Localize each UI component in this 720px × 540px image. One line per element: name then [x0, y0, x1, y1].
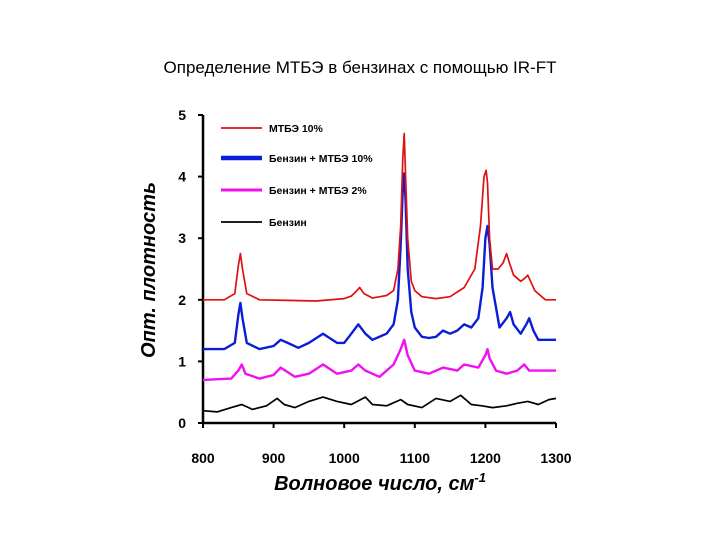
x-axis-title-sup: -1	[474, 470, 486, 485]
series-line-2	[202, 338, 556, 382]
x-axis-title-main: Волновое число, см	[274, 473, 475, 495]
y-tick-label: 1	[178, 353, 186, 369]
slide-title: Определение МТБЭ в бензинах с помощью IR…	[163, 58, 557, 77]
y-axis-title: Опт. плотность	[138, 182, 160, 358]
legend-label-3: Бензин	[269, 217, 307, 229]
x-tick-label: 900	[262, 450, 286, 466]
x-tick-label: 1000	[329, 450, 360, 466]
legend-label-1: Бензин + МТБЭ 10%	[269, 153, 373, 165]
series-line-3	[202, 394, 557, 413]
x-tick-label: 1200	[470, 450, 501, 466]
y-tick-label: 5	[178, 107, 186, 123]
x-axis-title: Волновое число, см-1	[274, 470, 486, 495]
y-tick-label: 0	[178, 415, 186, 431]
legend-label-0: МТБЭ 10%	[269, 123, 324, 135]
y-tick-label: 4	[178, 169, 186, 185]
series-line-1	[203, 172, 556, 351]
y-tick-label: 3	[178, 230, 186, 246]
x-tick-label: 800	[191, 450, 215, 466]
y-tick-label: 2	[178, 292, 186, 308]
x-tick-label: 1300	[540, 450, 571, 466]
series-line-0	[203, 132, 556, 302]
legend-label-2: Бензин + МТБЭ 2%	[269, 185, 367, 197]
x-tick-label: 1100	[400, 450, 431, 466]
